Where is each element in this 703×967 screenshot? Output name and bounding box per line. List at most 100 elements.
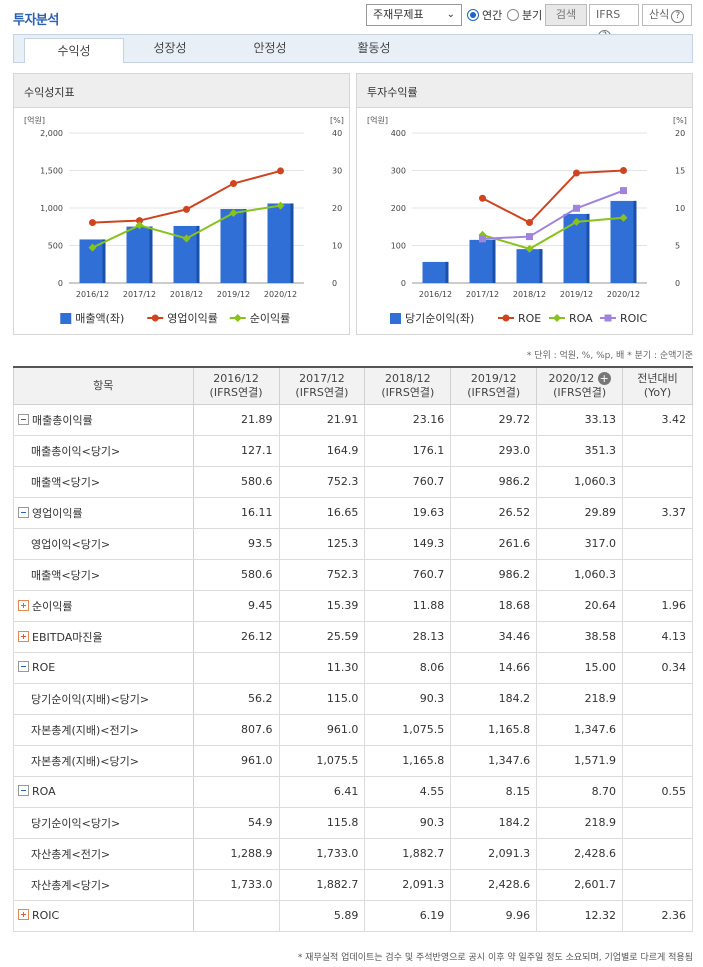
value-cell: 149.3	[364, 527, 452, 560]
statement-select[interactable]: 주재무제표 ⌄	[366, 4, 462, 26]
ifrs-help-button[interactable]: IFRS?	[589, 4, 639, 43]
x-tick-label: 2017/12	[466, 290, 499, 299]
add-period-icon[interactable]: +	[597, 371, 611, 385]
value-cell: 21.89	[192, 403, 280, 436]
row-label-cell[interactable]: ROIC	[13, 899, 194, 932]
value-cell	[192, 899, 280, 932]
value-cell: 5.89	[278, 899, 366, 932]
collapse-icon[interactable]	[18, 413, 29, 425]
expand-icon[interactable]	[18, 599, 29, 611]
value-cell: 6.41	[278, 775, 366, 808]
yoy-cell: 1.96	[622, 589, 693, 622]
value-cell: 218.9	[536, 806, 624, 839]
yoy-cell: 2.36	[622, 899, 693, 932]
period-basis: (IFRS연결)	[467, 385, 521, 399]
right-tick-label: 20	[332, 204, 342, 213]
radio-quarter[interactable]: 분기	[507, 7, 542, 23]
period-basis: (IFRS연결)	[381, 385, 435, 399]
value-cell: 2,091.3	[364, 868, 452, 901]
row-label-cell[interactable]: EBITDA마진율	[13, 620, 194, 653]
collapse-icon[interactable]	[18, 661, 29, 672]
value-cell: 1,075.5	[278, 744, 366, 777]
radio-annual-label: 연간	[482, 9, 503, 22]
value-cell: 986.2	[450, 465, 538, 498]
period-basis: (IFRS연결)	[209, 385, 263, 399]
yoy-cell: 0.55	[622, 775, 693, 808]
left-tick-label: 0	[401, 279, 406, 288]
row-label: 순이익률	[32, 599, 73, 613]
x-tick-label: 2018/12	[513, 290, 546, 299]
value-cell: 29.89	[536, 496, 624, 529]
value-cell: 1,733.0	[278, 837, 366, 870]
profitability-chart: [억원] [%] 0 500 1,000 1,500 2,000 0 10 20 30 40 2016/…	[24, 115, 344, 325]
legend-label: 영업이익률	[167, 312, 218, 325]
row-label-cell[interactable]: ROA	[13, 775, 194, 808]
legend-marker	[502, 314, 510, 322]
period-year: 2018/12	[384, 371, 431, 385]
value-cell: 1,347.6	[536, 713, 624, 746]
row-label: EBITDA마진율	[32, 630, 103, 644]
yoy-cell	[622, 682, 693, 715]
row-label: 당기순이익<당기>	[31, 816, 121, 830]
table-row: 매출총이익률 21.89 21.91 23.16 29.72 33.13 3.42	[13, 403, 693, 436]
row-label-cell[interactable]: 순이익률	[13, 589, 194, 622]
row-label: ROA	[32, 785, 56, 798]
value-cell: 8.70	[536, 775, 624, 808]
row-label-cell[interactable]: ROE	[13, 651, 194, 684]
expand-icon[interactable]	[18, 630, 29, 642]
legend-label: ROE	[518, 312, 541, 325]
value-cell: 19.63	[364, 496, 452, 529]
table-row: 영업이익<당기> 93.5 125.3 149.3 261.6 317.0	[13, 527, 693, 560]
bar	[610, 200, 637, 283]
x-tick-label: 2019/12	[217, 290, 250, 299]
table-row: 자본총계(지배)<전기> 807.6 961.0 1,075.5 1,165.8 1,34…	[13, 713, 693, 746]
row-label-cell: 자본총계(지배)<전기>	[13, 713, 194, 746]
value-cell: 90.3	[364, 806, 452, 839]
value-cell: 34.46	[450, 620, 538, 653]
value-cell: 127.1	[192, 434, 280, 467]
bar-shade	[102, 239, 106, 283]
series-line	[92, 169, 281, 224]
statement-select-value: 주재무제표	[373, 8, 424, 21]
col-period-header: 2018/12 (IFRS연결)	[364, 366, 452, 405]
value-cell: 16.11	[192, 496, 280, 529]
yoy-sub: (YoY)	[643, 385, 672, 399]
value-cell: 115.8	[278, 806, 366, 839]
row-label-cell[interactable]: 영업이익률	[13, 496, 194, 529]
right-tick-label: 0	[332, 279, 337, 288]
right-axis-unit: [%]	[673, 116, 687, 125]
row-label: 자본총계(지배)<전기>	[31, 723, 139, 737]
series-point	[573, 204, 580, 212]
value-cell: 1,060.3	[536, 465, 624, 498]
radio-annual[interactable]: 연간	[467, 7, 502, 23]
radio-quarter-label: 분기	[522, 9, 543, 22]
series-point	[89, 219, 96, 227]
formula-help-button[interactable]: 산식?	[642, 4, 692, 26]
series-point	[619, 213, 628, 222]
row-label-cell: 매출총이익<당기>	[13, 434, 194, 467]
ifrs-label: IFRS	[596, 8, 621, 21]
tab-activity[interactable]: 활동성	[357, 41, 391, 55]
units-note: * 단위 : 억원, %, %p, 배 * 분기 : 순액기준	[526, 351, 693, 361]
value-cell: 54.9	[192, 806, 280, 839]
series-point	[88, 243, 97, 252]
left-axis-unit: [억원]	[24, 115, 45, 125]
formula-label: 산식	[649, 8, 670, 21]
tab-growth[interactable]: 성장성	[153, 41, 187, 55]
tab-stability[interactable]: 안정성	[253, 41, 287, 55]
expand-icon[interactable]	[18, 909, 29, 920]
value-cell: 1,882.7	[364, 837, 452, 870]
collapse-icon[interactable]	[18, 506, 29, 518]
tab-profitability[interactable]: 수익성	[24, 38, 124, 63]
bar	[422, 261, 449, 283]
row-label: 매출액<당기>	[31, 475, 101, 489]
value-cell: 176.1	[364, 434, 452, 467]
collapse-icon[interactable]	[18, 785, 29, 796]
return-chart: [억원] [%] 0 100 200 300 400 0 5 10 15 20 2016/12 2017/…	[367, 115, 687, 325]
row-label-cell[interactable]: 매출총이익률	[13, 403, 194, 436]
row-label-cell: 매출액<당기>	[13, 558, 194, 591]
table-row: 영업이익률 16.11 16.65 19.63 26.52 29.89 3.37	[13, 496, 693, 529]
yoy-cell	[622, 558, 693, 591]
value-cell: 125.3	[278, 527, 366, 560]
search-button[interactable]: 검색	[545, 4, 587, 26]
